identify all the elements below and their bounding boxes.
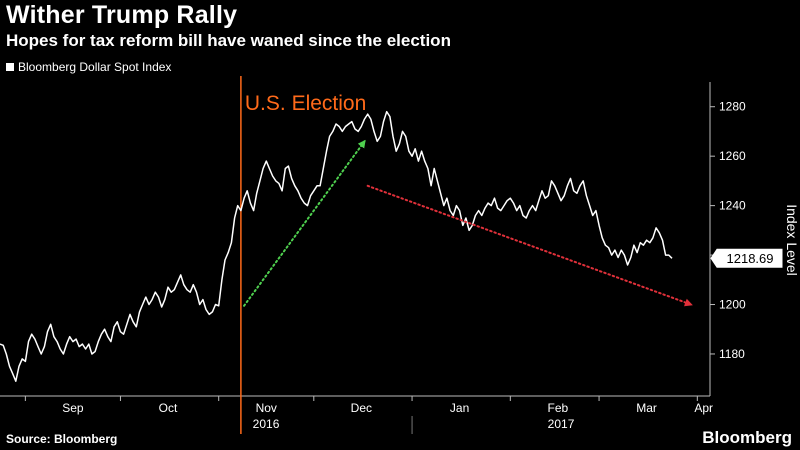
legend-label: Bloomberg Dollar Spot Index (18, 60, 172, 74)
last-value-label: 1218.69 (727, 251, 774, 266)
y-axis-title: Index Level (784, 204, 800, 276)
year-label: 2017 (548, 417, 575, 431)
year-label: 2016 (253, 417, 280, 431)
decline-arrow (366, 184, 693, 307)
y-tick-label: 1280 (719, 100, 746, 114)
legend: Bloomberg Dollar Spot Index (6, 60, 171, 74)
x-tick-label: Jan (450, 401, 469, 415)
x-tick-label: Dec (351, 401, 372, 415)
brand-logo: Bloomberg (702, 428, 792, 447)
election-label: U.S. Election (245, 92, 366, 115)
y-tick-label: 1200 (719, 298, 746, 312)
x-tick-label: Feb (548, 401, 569, 415)
last-value-box (710, 248, 783, 268)
x-tick-label: Sep (62, 401, 84, 415)
series-line (0, 110, 673, 382)
y-tick-label: 1180 (719, 347, 745, 361)
rally-arrow (243, 139, 366, 307)
x-tick-label: Mar (636, 401, 657, 415)
x-tick-label: Oct (159, 401, 178, 415)
y-tick-label: 1240 (719, 199, 746, 213)
x-tick-label: Apr (694, 401, 713, 415)
y-tick-label: 1260 (719, 149, 746, 163)
x-tick-label: Nov (256, 401, 277, 415)
source-note: Source: Bloomberg (6, 432, 118, 446)
chart-subtitle: Hopes for tax reform bill have waned sin… (6, 31, 451, 50)
legend-swatch (6, 63, 14, 71)
chart-title: Wither Trump Rally (6, 1, 238, 29)
last-value-flag: 1218.69 (710, 248, 783, 268)
